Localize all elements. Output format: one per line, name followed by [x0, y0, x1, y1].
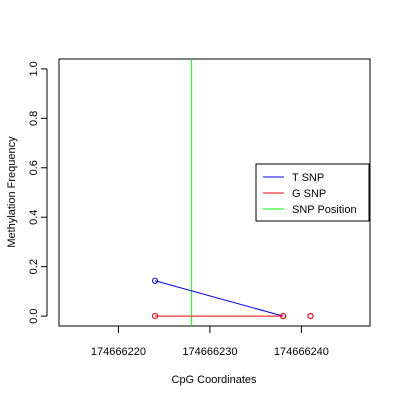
legend-label-snp-position: SNP Position: [292, 204, 357, 216]
t-snp-line: [154, 280, 284, 317]
x-tick-label: 174666240: [274, 346, 329, 358]
y-axis-title: Methylation Frequency: [6, 136, 18, 248]
g-snp-point: [280, 313, 287, 320]
y-tick-label: 0.2: [28, 259, 40, 274]
t-snp-point: [151, 277, 159, 284]
x-tick-label: 174666230: [182, 346, 237, 358]
y-tick-label: 0.4: [28, 210, 40, 225]
y-tick-label: 1.0: [28, 61, 40, 76]
y-tick-label: 0.0: [28, 308, 40, 323]
legend-label-g-snp: G SNP: [292, 188, 326, 200]
x-tick-label: 174666220: [91, 346, 146, 358]
g-snp-point: [307, 313, 314, 320]
x-axis: 174666220 174666230 174666240: [91, 325, 329, 358]
x-axis-title: CpG Coordinates: [172, 374, 257, 386]
y-tick-label: 0.8: [28, 111, 40, 126]
legend: T SNP G SNP SNP Position: [255, 163, 370, 222]
legend-label-t-snp: T SNP: [292, 172, 324, 184]
y-tick-label: 0.6: [28, 160, 40, 175]
series-layer: [151, 277, 314, 320]
g-snp-point: [151, 313, 159, 320]
y-axis: 0.0 0.2 0.4 0.6 0.8 1.0: [28, 61, 48, 324]
